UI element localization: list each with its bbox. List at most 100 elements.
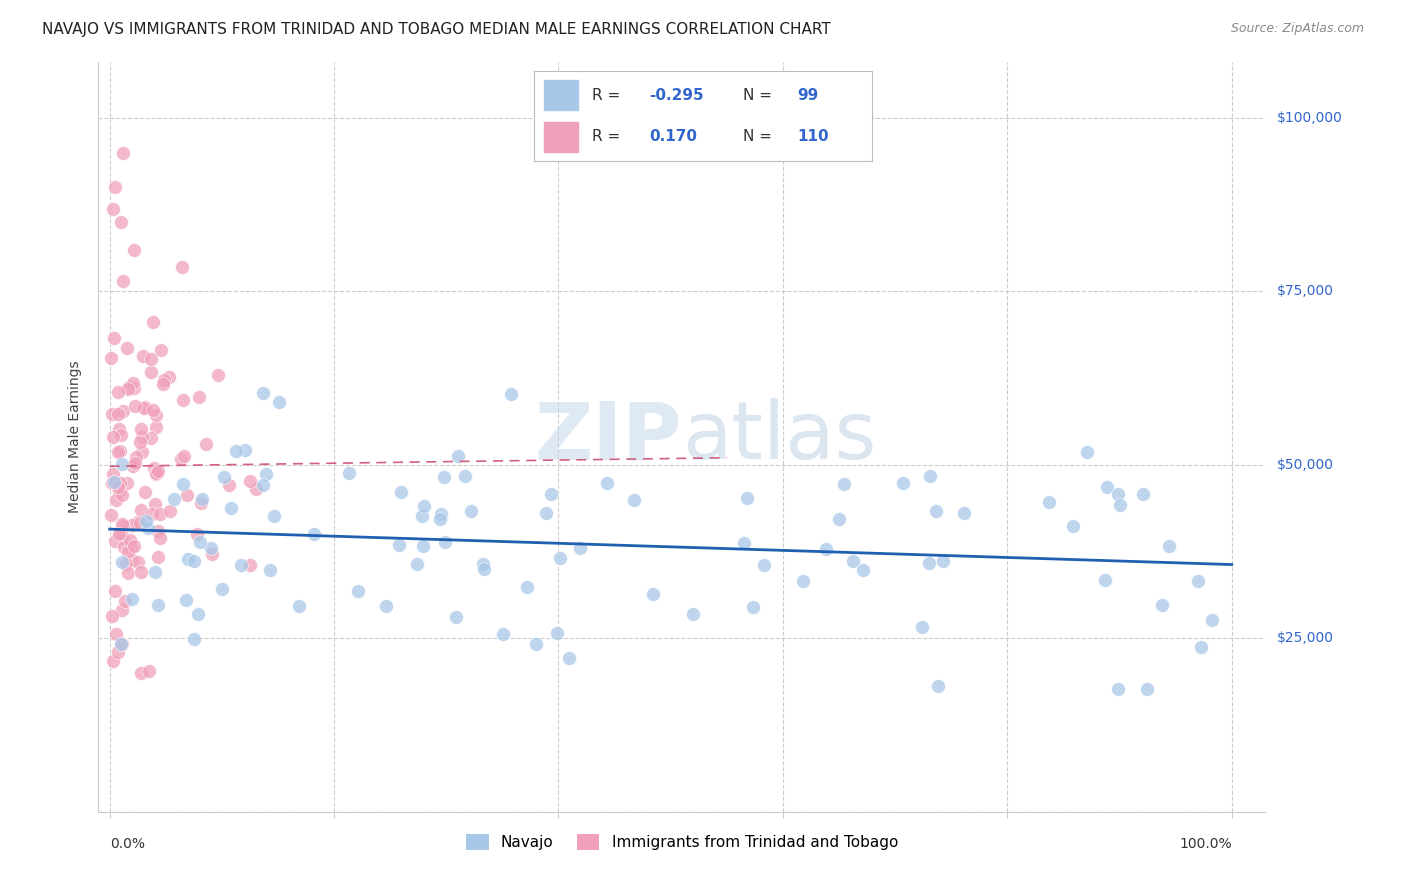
- Point: [131, 430, 153, 444]
- Point: [187, 390, 209, 404]
- Point: [337, 466, 360, 480]
- Point: [111, 603, 134, 617]
- Point: [149, 343, 172, 357]
- Point: [112, 541, 135, 555]
- Point: [540, 487, 562, 501]
- Point: [127, 515, 149, 529]
- Point: [142, 461, 165, 475]
- Point: [183, 554, 205, 568]
- Point: [188, 534, 211, 549]
- Text: N =: N =: [744, 88, 778, 103]
- Point: [191, 491, 214, 506]
- Point: [114, 594, 136, 608]
- Point: [112, 531, 135, 545]
- Point: [100, 351, 122, 365]
- Point: [195, 436, 218, 450]
- Point: [129, 503, 152, 517]
- Point: [267, 394, 290, 409]
- Point: [472, 562, 495, 576]
- Point: [190, 496, 212, 510]
- Point: [132, 349, 155, 363]
- Point: [103, 430, 125, 444]
- Point: [516, 580, 538, 594]
- Point: [430, 507, 453, 521]
- Point: [149, 531, 172, 545]
- Point: [111, 457, 134, 471]
- Point: [389, 484, 412, 499]
- Point: [117, 382, 139, 396]
- Point: [138, 664, 160, 678]
- Point: [492, 627, 515, 641]
- Point: [952, 506, 974, 520]
- Point: [107, 384, 129, 399]
- Point: [229, 558, 252, 572]
- Point: [444, 610, 467, 624]
- Point: [852, 563, 875, 577]
- Point: [302, 527, 325, 541]
- Point: [107, 644, 129, 658]
- Point: [288, 599, 311, 614]
- Point: [233, 443, 256, 458]
- Point: [1108, 498, 1130, 512]
- Point: [124, 540, 146, 554]
- Point: [111, 555, 134, 569]
- Point: [170, 452, 193, 467]
- Text: 110: 110: [797, 129, 830, 144]
- Point: [1187, 574, 1209, 589]
- Text: $50,000: $50,000: [1277, 458, 1333, 472]
- Point: [141, 431, 163, 445]
- Point: [120, 533, 142, 547]
- Point: [142, 315, 165, 329]
- Point: [832, 477, 855, 491]
- Point: [434, 534, 457, 549]
- Point: [146, 599, 169, 613]
- Point: [149, 507, 172, 521]
- Point: [141, 507, 163, 521]
- Text: N =: N =: [744, 129, 778, 144]
- Point: [107, 445, 129, 459]
- Point: [145, 467, 167, 481]
- Point: [143, 565, 166, 579]
- Text: 0.0%: 0.0%: [110, 837, 145, 851]
- Point: [1076, 445, 1098, 459]
- Point: [152, 376, 174, 391]
- Point: [110, 428, 132, 442]
- Point: [568, 541, 591, 556]
- Point: [643, 587, 665, 601]
- Point: [177, 552, 200, 566]
- Point: [108, 475, 131, 490]
- Point: [117, 341, 139, 355]
- Point: [111, 488, 134, 502]
- Point: [263, 508, 285, 523]
- Text: 99: 99: [797, 88, 818, 103]
- Point: [238, 475, 260, 489]
- Text: Source: ZipAtlas.com: Source: ZipAtlas.com: [1230, 22, 1364, 36]
- Point: [103, 331, 125, 345]
- Point: [682, 607, 704, 621]
- Point: [259, 563, 281, 577]
- Point: [103, 467, 125, 481]
- Text: R =: R =: [592, 88, 624, 103]
- Point: [117, 544, 139, 558]
- Point: [792, 574, 814, 588]
- Point: [121, 552, 143, 566]
- Point: [127, 555, 149, 569]
- Point: [111, 404, 134, 418]
- Point: [100, 407, 122, 421]
- Point: [187, 607, 209, 621]
- Text: -0.295: -0.295: [650, 88, 703, 103]
- Point: [111, 519, 134, 533]
- Point: [1189, 640, 1212, 655]
- Point: [742, 600, 765, 615]
- Point: [1132, 487, 1154, 501]
- Point: [121, 592, 143, 607]
- Point: [932, 554, 955, 568]
- Point: [472, 557, 495, 571]
- Point: [176, 488, 198, 502]
- Point: [186, 527, 208, 541]
- Text: $75,000: $75,000: [1277, 285, 1333, 299]
- Point: [129, 422, 152, 436]
- Point: [101, 476, 124, 491]
- Point: [201, 547, 224, 561]
- Point: [927, 680, 949, 694]
